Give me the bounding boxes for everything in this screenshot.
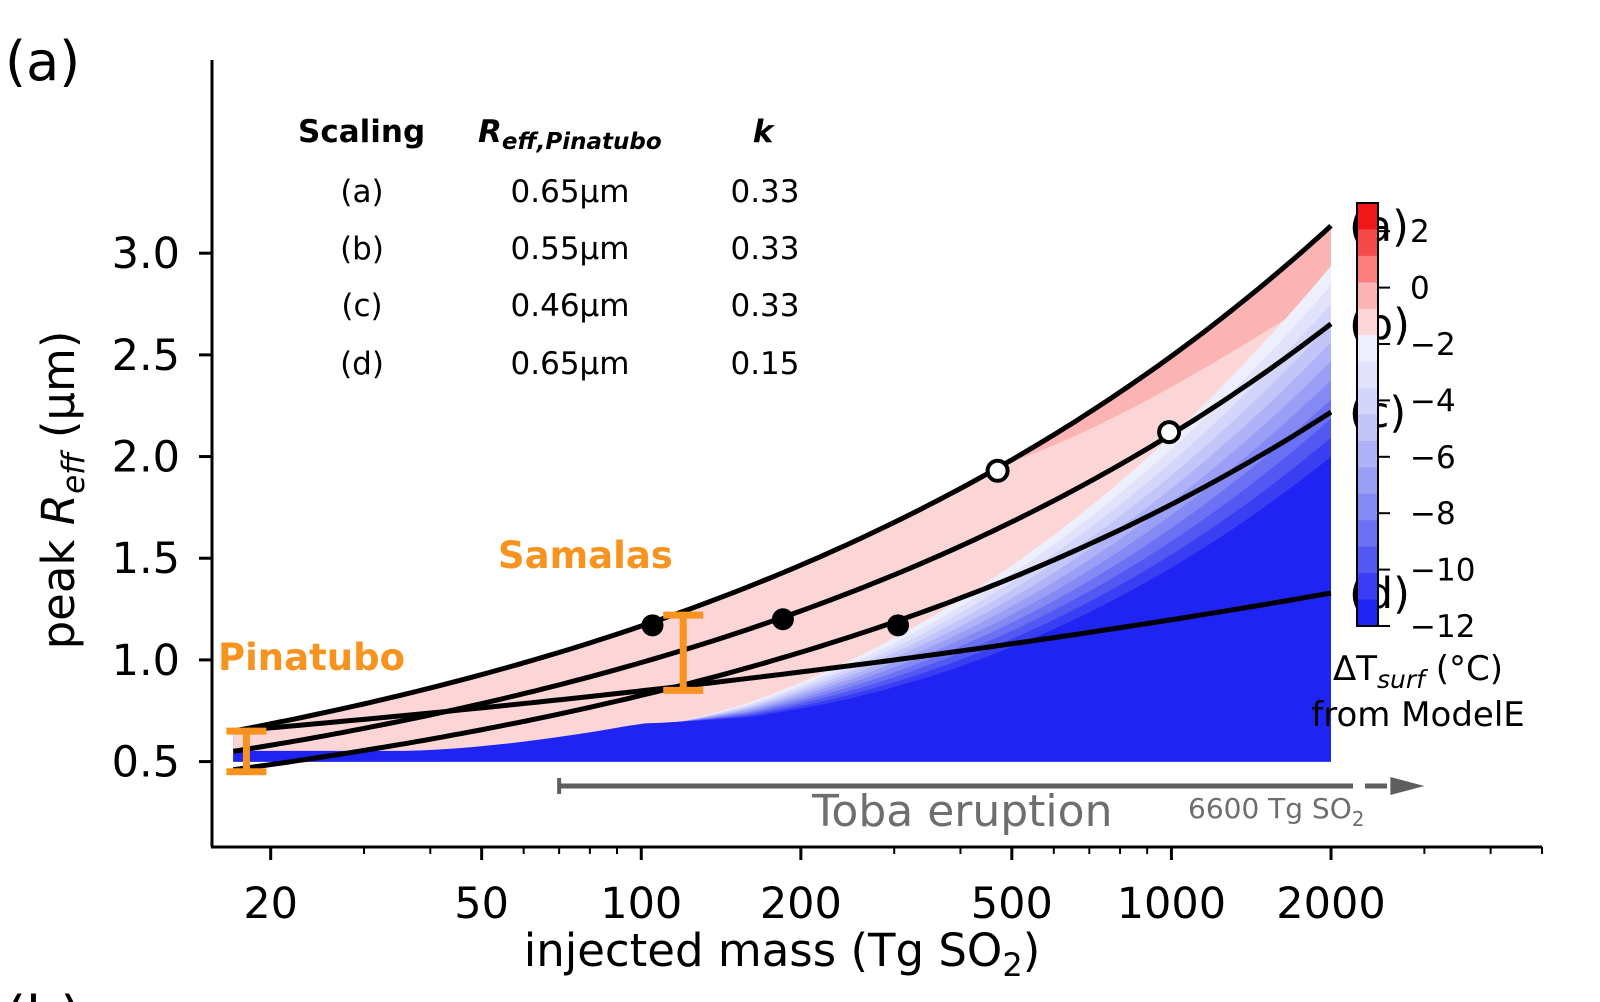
table-cell-reff: 0.65µm	[511, 174, 630, 210]
colorbar: 2 0 −2 −4 −6 −8 −10 −12 ΔTsurf (°C) from ModelE	[1311, 203, 1525, 735]
x-axis-label-end: )	[1023, 924, 1041, 977]
table-header-k: k	[753, 114, 776, 150]
colorbar-band	[1357, 309, 1378, 336]
colorbar-band	[1357, 335, 1378, 362]
y-tick-label: 1.0	[112, 636, 180, 686]
table-cell-k: 0.33	[730, 288, 799, 324]
colorbar-tick-label: −12	[1410, 609, 1475, 645]
x-tick-label: 200	[760, 879, 842, 929]
x-axis-label: injected mass (Tg SO2)	[524, 924, 1041, 984]
table-cell-k: 0.15	[730, 346, 799, 382]
colorbar-band	[1357, 547, 1378, 574]
label-pinatubo: Pinatubo	[218, 636, 405, 679]
label-samalas: Samalas	[498, 534, 673, 577]
table-cell-reff: 0.55µm	[511, 231, 630, 267]
colorbar-band	[1357, 229, 1378, 256]
colorbar-label-line2: from ModelE	[1311, 695, 1525, 735]
colorbar-tick-label: −6	[1410, 440, 1456, 476]
y-axis-label-prefix: peak	[32, 525, 85, 649]
colorbar-tick-label: −10	[1410, 553, 1475, 589]
colorbar-band	[1357, 520, 1378, 547]
x-tick-label: 2000	[1276, 879, 1385, 929]
colorbar-band	[1357, 441, 1378, 468]
filled-marker	[772, 608, 794, 630]
table-cell-scaling: (c)	[341, 288, 382, 324]
colorbar-band	[1357, 203, 1378, 230]
table-header-scaling: Scaling	[298, 114, 425, 150]
colorbar-tick-label: −4	[1410, 383, 1456, 419]
colorbar-bands	[1357, 203, 1378, 627]
table-header-reff-sub: eff,Pinatubo	[502, 129, 662, 155]
colorbar-band	[1357, 388, 1378, 415]
colorbar-tick-label: −2	[1410, 327, 1456, 363]
y-tick-label: 2.5	[112, 331, 180, 381]
colorbar-band	[1357, 494, 1378, 521]
colorbar-tick-label: 0	[1410, 271, 1430, 307]
x-axis-ticks: 20 50 100 200 500 1000 2000	[243, 847, 1542, 929]
y-axis-label: peak Reff (µm)	[32, 331, 92, 650]
colorbar-band	[1357, 600, 1378, 627]
y-axis-ticks: 0.5 1.0 1.5 2.0 2.5 3.0	[112, 229, 212, 787]
colorbar-tick-label: −8	[1410, 496, 1456, 532]
colorbar-tick-label: 2	[1410, 214, 1430, 250]
y-tick-label: 3.0	[112, 229, 180, 279]
colorbar-band	[1357, 362, 1378, 389]
open-marker	[1159, 422, 1179, 442]
panel-label: (a)	[5, 30, 80, 93]
y-axis-label-sub: eff	[56, 449, 92, 494]
toba-mass-note: 6600 Tg SO2	[1188, 792, 1364, 831]
colorbar-label: ΔTsurf (°C)	[1333, 649, 1503, 694]
table-cell-scaling: (a)	[340, 174, 383, 210]
toba-mass-main: 6600 Tg SO	[1188, 792, 1352, 825]
table-cell-scaling: (b)	[340, 231, 384, 267]
x-tick-label: 20	[243, 879, 298, 929]
open-marker	[988, 461, 1008, 481]
colorbar-label-sub: surf	[1377, 665, 1428, 694]
y-tick-label: 1.5	[112, 534, 180, 584]
table-header-reff-main: R	[478, 114, 502, 150]
table-cell-scaling: (d)	[340, 346, 384, 382]
colorbar-label-var: ΔT	[1333, 649, 1377, 689]
y-tick-label: 2.0	[112, 433, 180, 483]
table-cell-k: 0.33	[730, 174, 799, 210]
colorbar-band	[1357, 467, 1378, 494]
colorbar-band	[1357, 282, 1378, 309]
table-cell-k: 0.33	[730, 231, 799, 267]
x-tick-label: 500	[971, 879, 1053, 929]
x-tick-label: 100	[600, 879, 682, 929]
x-tick-label: 1000	[1117, 879, 1226, 929]
colorbar-label-unit: (°C)	[1425, 649, 1503, 689]
toba-mass-sub: 2	[1352, 807, 1365, 831]
x-axis-label-main: injected mass (Tg SO	[524, 924, 1003, 977]
colorbar-band	[1357, 256, 1378, 283]
y-tick-label: 0.5	[112, 738, 180, 788]
table-cell-reff: 0.46µm	[511, 288, 630, 324]
y-axis-label-suffix: (µm)	[32, 331, 85, 453]
x-tick-label: 50	[454, 879, 509, 929]
filled-marker	[641, 614, 663, 636]
x-axis-label-sub: 2	[1002, 946, 1022, 984]
next-panel-label: (b)	[5, 985, 81, 1002]
colorbar-band	[1357, 573, 1378, 600]
colorbar-band	[1357, 415, 1378, 442]
table-cell-reff: 0.65µm	[511, 346, 630, 382]
filled-marker	[887, 614, 909, 636]
toba-label: Toba eruption	[811, 786, 1112, 837]
chart: (a) (b) (a) (b) (c) (d) Pinatubo Samalas To…	[0, 0, 1600, 1002]
y-axis-label-var: R	[32, 494, 85, 525]
toba-arrow-head	[1390, 777, 1424, 795]
